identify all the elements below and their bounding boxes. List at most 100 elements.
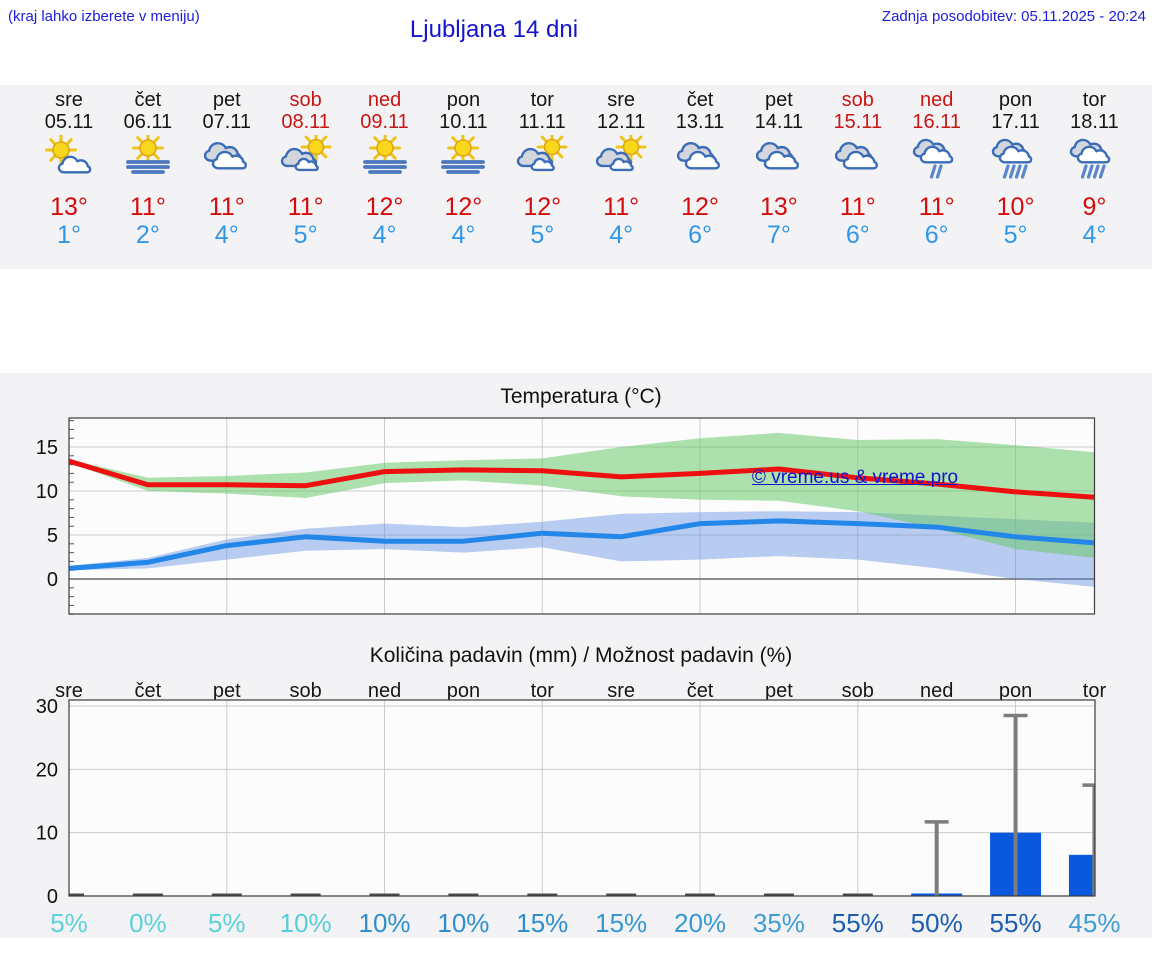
precip-probability-label: 0%	[129, 908, 167, 938]
precip-y-tick: 10	[36, 823, 58, 845]
temp-y-tick: 10	[36, 481, 58, 503]
day-high-temp: 12°	[365, 193, 404, 221]
precip-zero-bar	[527, 893, 558, 896]
precip-bar	[1068, 854, 1095, 896]
precip-probability-label: 5%	[208, 908, 246, 938]
precip-zero-bar	[369, 893, 400, 896]
precip-y-tick: 0	[47, 886, 58, 908]
precip-day-label: tor	[1083, 680, 1107, 702]
sun-cloud-icon	[45, 135, 92, 174]
day-name: sre	[55, 89, 83, 111]
day-date: 18.11	[1070, 111, 1119, 133]
precip-probability-label: 50%	[911, 908, 963, 938]
cloud-rain-icon	[1070, 138, 1111, 179]
day-column: čet 13.11 12° 6°	[661, 85, 740, 269]
sun-fog-icon	[125, 135, 170, 174]
high-range-band	[69, 432, 1095, 558]
precip-day-label: pon	[447, 680, 480, 702]
cloud-rain-light-icon	[912, 138, 954, 179]
day-date: 14.11	[754, 111, 804, 133]
precip-zero-bar	[69, 893, 84, 896]
location-note: (kraj lahko izberete v meniju)	[8, 8, 200, 25]
cloud-sun-icon	[280, 135, 332, 172]
day-high-temp: 12°	[523, 193, 562, 221]
cloudy-icon	[755, 141, 799, 170]
precip-day-label: čet	[687, 680, 714, 702]
day-low-temp: 4°	[451, 221, 476, 249]
precip-day-label: sre	[55, 680, 83, 702]
day-date: 13.11	[675, 111, 725, 133]
precip-zero-bar	[685, 893, 716, 896]
last-updated: Zadnja posodobitev: 05.11.2025 - 20:24	[881, 8, 1146, 25]
forecast-strip: sre 05.11 13° 1° čet 06.11 11° 2° pet 07.11 11° 4° s…	[0, 85, 1152, 269]
day-column: pet 14.11 13° 7°	[739, 85, 818, 269]
day-high-temp: 10°	[996, 193, 1035, 221]
day-name: tor	[530, 89, 554, 111]
day-high-temp: 11°	[839, 193, 876, 221]
precip-day-label: sob	[290, 680, 322, 702]
day-date: 12.11	[596, 111, 646, 133]
day-high-temp: 13°	[760, 193, 798, 221]
day-low-temp: 5°	[530, 221, 555, 249]
day-low-temp: 1°	[57, 221, 81, 249]
day-high-temp: 11°	[129, 193, 166, 221]
day-column: sob 15.11 11° 6°	[818, 85, 897, 269]
day-name: ned	[919, 89, 954, 111]
day-name: sre	[607, 89, 636, 111]
precip-day-label: pet	[765, 680, 793, 702]
precip-day-label: sob	[842, 680, 874, 702]
low-range-band	[69, 511, 1095, 587]
high-temp-line	[69, 458, 1095, 500]
watermark-link[interactable]: © vreme.us & vreme.pro	[751, 467, 959, 488]
low-temp-line	[69, 518, 1095, 571]
precip-probability-label: 15%	[516, 908, 568, 938]
day-column: sob 08.11 11° 5°	[266, 85, 345, 269]
cloudy-icon	[203, 141, 247, 170]
day-date: 11.11	[518, 111, 566, 133]
page-title: Ljubljana 14 dni	[409, 16, 579, 43]
day-low-temp: 4°	[609, 221, 634, 249]
precip-day-label: ned	[920, 680, 953, 702]
sun-fog-icon	[441, 135, 486, 174]
temp-y-tick: 0	[47, 569, 58, 591]
day-name: tor	[1082, 89, 1107, 111]
precip-zero-bar	[606, 893, 637, 896]
day-high-temp: 9°	[1082, 193, 1107, 221]
day-date: 10.11	[439, 111, 488, 133]
day-high-temp: 11°	[208, 193, 245, 221]
day-column: tor 11.11 12° 5°	[503, 85, 582, 269]
cloudy-icon	[834, 141, 878, 170]
day-name: čet	[134, 89, 162, 111]
cloud-sun-icon	[517, 135, 568, 172]
precip-probability-label: 10%	[280, 908, 332, 938]
day-high-temp: 12°	[681, 193, 719, 221]
day-name: pet	[212, 89, 241, 111]
precip-zero-bar	[211, 893, 242, 896]
precip-probability-label: 20%	[674, 908, 726, 938]
day-date: 05.11	[44, 111, 94, 133]
day-column: čet 06.11 11° 2°	[108, 85, 187, 269]
day-name: sob	[289, 89, 322, 111]
day-high-temp: 12°	[444, 193, 483, 221]
temp-y-tick: 15	[36, 437, 58, 459]
precip-probability-label: 5%	[50, 908, 88, 938]
precip-probability-label: 10%	[437, 908, 489, 938]
day-low-temp: 6°	[924, 221, 949, 249]
day-low-temp: 4°	[372, 221, 397, 249]
precip-day-label: tor	[531, 680, 555, 702]
day-high-temp: 11°	[918, 193, 955, 221]
cloud-sun-icon	[595, 135, 647, 172]
day-name: pon	[998, 89, 1033, 111]
cloud-rain-icon	[991, 138, 1032, 179]
precip-probability-label: 45%	[1068, 908, 1120, 938]
precip-zero-bar	[448, 893, 479, 896]
cloudy-icon	[676, 141, 721, 170]
precip-day-label: pon	[999, 680, 1032, 702]
day-column: ned 09.11 12° 4°	[345, 85, 424, 269]
precip-probability-label: 55%	[990, 908, 1042, 938]
precip-day-label: ned	[368, 680, 401, 702]
day-name: pet	[765, 89, 793, 111]
day-name: čet	[686, 89, 714, 111]
day-column: pon 10.11 12° 4°	[424, 85, 503, 269]
